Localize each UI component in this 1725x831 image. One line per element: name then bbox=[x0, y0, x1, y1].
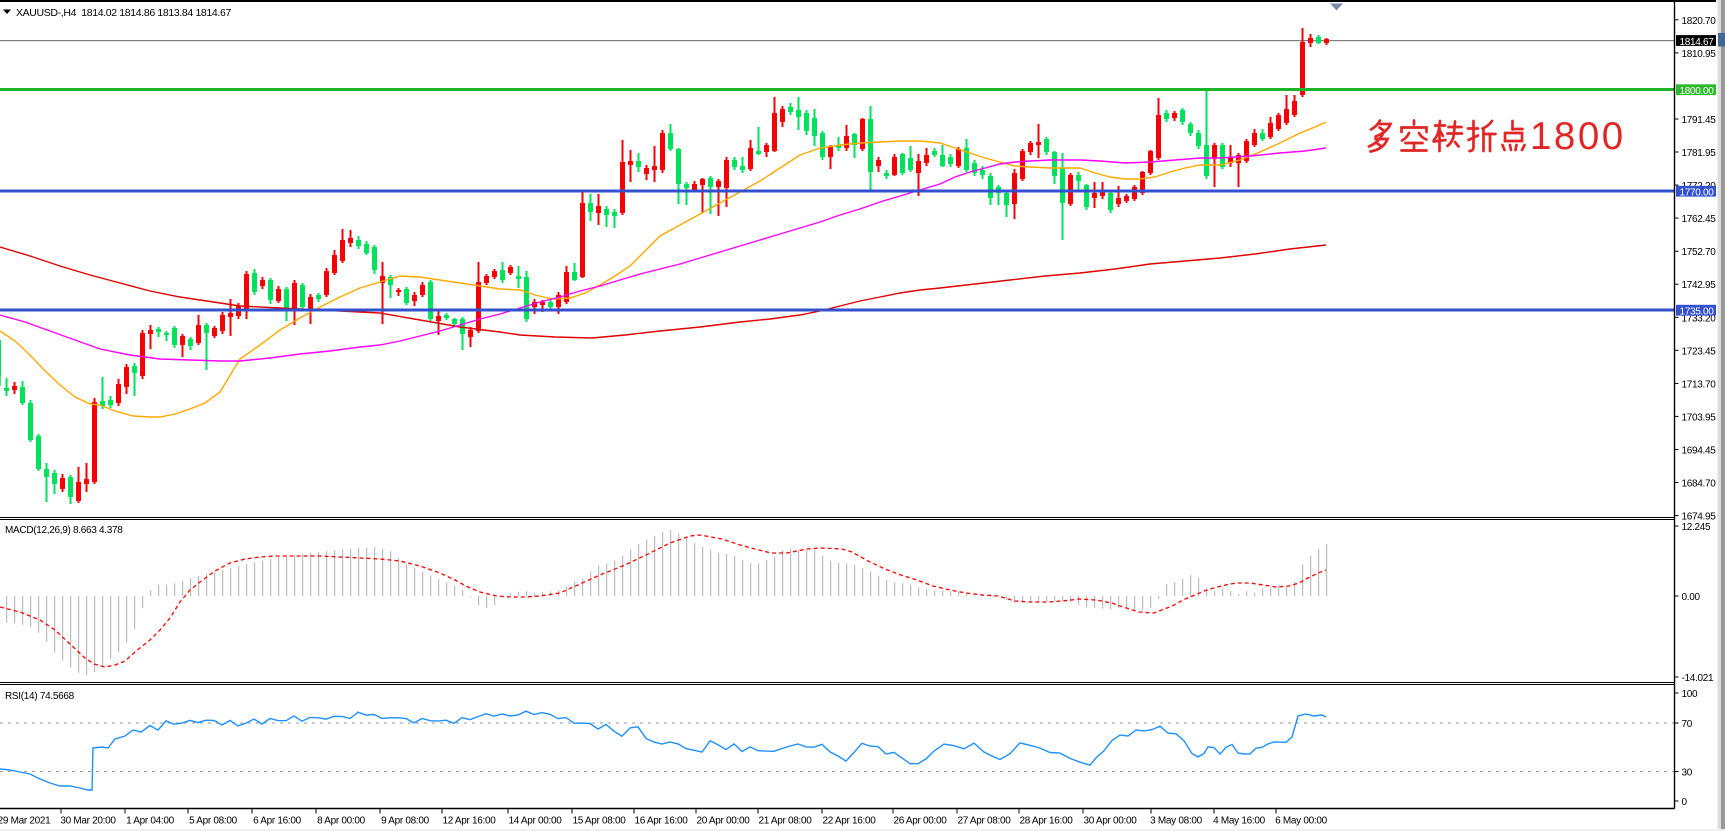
svg-text:1800: 1800 bbox=[1530, 115, 1626, 158]
svg-text:30 Mar 20:00: 30 Mar 20:00 bbox=[60, 816, 116, 827]
svg-text:27 Apr 08:00: 27 Apr 08:00 bbox=[957, 816, 1011, 827]
svg-text:26 Apr 00:00: 26 Apr 00:00 bbox=[893, 816, 947, 827]
svg-text:1713.70: 1713.70 bbox=[1682, 379, 1717, 390]
svg-text:21 Apr 08:00: 21 Apr 08:00 bbox=[758, 816, 812, 827]
svg-text:12 Apr 16:00: 12 Apr 16:00 bbox=[442, 816, 496, 827]
svg-text:RSI(14) 74.5668: RSI(14) 74.5668 bbox=[5, 691, 75, 702]
svg-text:12.245: 12.245 bbox=[1682, 522, 1712, 533]
svg-text:28 Apr 16:00: 28 Apr 16:00 bbox=[1019, 816, 1073, 827]
svg-text:100: 100 bbox=[1682, 689, 1699, 700]
svg-text:6 Apr 16:00: 6 Apr 16:00 bbox=[253, 816, 302, 827]
svg-text:MACD(12,26,9) 8.663 4.378: MACD(12,26,9) 8.663 4.378 bbox=[5, 525, 123, 536]
svg-text:1800.00: 1800.00 bbox=[1680, 86, 1715, 97]
svg-text:1752.70: 1752.70 bbox=[1682, 247, 1717, 258]
svg-text:1810.95: 1810.95 bbox=[1682, 49, 1717, 60]
svg-text:20 Apr 00:00: 20 Apr 00:00 bbox=[696, 816, 750, 827]
svg-text:1762.45: 1762.45 bbox=[1682, 214, 1717, 225]
svg-text:14 Apr 00:00: 14 Apr 00:00 bbox=[508, 816, 562, 827]
svg-text:22 Apr 16:00: 22 Apr 16:00 bbox=[822, 816, 876, 827]
svg-text:1742.95: 1742.95 bbox=[1682, 280, 1717, 291]
svg-text:1735.00: 1735.00 bbox=[1680, 307, 1715, 318]
svg-text:4 May 16:00: 4 May 16:00 bbox=[1213, 816, 1265, 827]
svg-text:30: 30 bbox=[1682, 768, 1693, 779]
svg-text:1674.95: 1674.95 bbox=[1682, 512, 1717, 523]
svg-text:15 Apr 08:00: 15 Apr 08:00 bbox=[572, 816, 626, 827]
svg-text:0.00: 0.00 bbox=[1682, 592, 1701, 603]
svg-text:9 Apr 08:00: 9 Apr 08:00 bbox=[381, 816, 430, 827]
svg-text:1 Apr 04:00: 1 Apr 04:00 bbox=[126, 816, 175, 827]
svg-text:1781.95: 1781.95 bbox=[1682, 148, 1717, 159]
svg-text:1814.67: 1814.67 bbox=[1680, 37, 1715, 48]
svg-text:29 Mar 2021: 29 Mar 2021 bbox=[0, 816, 51, 827]
svg-text:1703.95: 1703.95 bbox=[1682, 412, 1717, 423]
svg-text:1820.70: 1820.70 bbox=[1682, 16, 1717, 27]
svg-text:-14.021: -14.021 bbox=[1682, 673, 1715, 684]
svg-text:1723.45: 1723.45 bbox=[1682, 346, 1717, 357]
svg-text:8 Apr 00:00: 8 Apr 00:00 bbox=[317, 816, 366, 827]
svg-text:0: 0 bbox=[1682, 797, 1688, 808]
svg-text:16 Apr 16:00: 16 Apr 16:00 bbox=[634, 816, 688, 827]
svg-text:3 May 08:00: 3 May 08:00 bbox=[1150, 816, 1202, 827]
svg-text:70: 70 bbox=[1682, 719, 1693, 730]
svg-text:1684.70: 1684.70 bbox=[1682, 479, 1717, 490]
svg-text:1694.45: 1694.45 bbox=[1682, 446, 1717, 457]
svg-text:XAUUSD-,H4 1814.02 1814.86 18: XAUUSD-,H4 1814.02 1814.86 1813.84 1814.… bbox=[16, 7, 231, 19]
svg-text:6 May 00:00: 6 May 00:00 bbox=[1275, 816, 1327, 827]
svg-text:1733.20: 1733.20 bbox=[1682, 313, 1717, 324]
svg-text:30 Apr 00:00: 30 Apr 00:00 bbox=[1083, 816, 1137, 827]
svg-text:1770.00: 1770.00 bbox=[1680, 188, 1715, 199]
svg-text:5 Apr 08:00: 5 Apr 08:00 bbox=[189, 816, 238, 827]
svg-text:1791.45: 1791.45 bbox=[1682, 115, 1717, 126]
